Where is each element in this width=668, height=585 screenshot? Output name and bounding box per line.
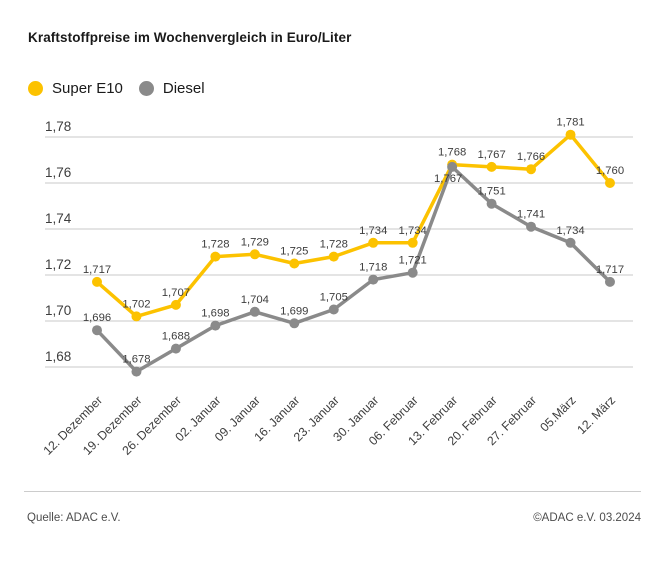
data-point-diesel: [170, 343, 181, 354]
data-label-diesel: 1,705: [320, 292, 348, 304]
data-label-super-e10: 1,766: [517, 151, 545, 163]
data-point-super-e10: [170, 299, 181, 310]
data-label-diesel: 1,717: [596, 264, 624, 276]
data-point-diesel: [526, 221, 537, 232]
data-label-diesel: 1,699: [280, 305, 308, 317]
data-label-super-e10: 1,707: [162, 287, 190, 299]
data-point-diesel: [407, 267, 418, 278]
data-label-diesel: 1,721: [399, 255, 427, 267]
data-label-diesel: 1,688: [162, 331, 190, 343]
data-point-diesel: [249, 306, 260, 317]
legend-entry-super-e10: Super E10: [28, 80, 123, 97]
legend-swatch-super-e10-icon: [28, 81, 43, 96]
footer-divider: [24, 491, 641, 492]
data-point-diesel: [92, 325, 102, 336]
data-label-diesel: 1,718: [359, 262, 387, 274]
series-line-super-e10: [95, 132, 612, 319]
data-label-diesel: 1,767: [434, 173, 462, 185]
data-point-super-e10: [328, 251, 339, 262]
data-point-super-e10: [210, 251, 221, 262]
data-label-diesel: 1,678: [122, 354, 150, 366]
data-point-diesel: [289, 318, 300, 329]
y-tick-label: 1,72: [45, 257, 71, 272]
data-label-super-e10: 1,725: [280, 246, 308, 258]
page-title: Kraftstoffpreise im Wochenvergleich in E…: [28, 30, 352, 45]
data-label-super-e10: 1,767: [477, 149, 505, 161]
data-label-diesel: 1,741: [517, 209, 545, 221]
x-axis-label: 12. März: [574, 393, 618, 437]
data-point-diesel: [604, 276, 615, 287]
footer-source: Quelle: ADAC e.V.: [27, 512, 121, 524]
data-point-super-e10: [486, 161, 497, 172]
x-axis-label: 05.März: [537, 393, 578, 434]
y-tick-label: 1,78: [45, 119, 71, 134]
data-point-super-e10: [368, 237, 379, 248]
legend-swatch-diesel-icon: [138, 81, 154, 96]
data-label-diesel: 1,696: [83, 312, 111, 324]
data-point-super-e10: [131, 311, 142, 322]
data-point-super-e10: [565, 129, 576, 140]
y-tick-label: 1,76: [45, 165, 71, 180]
data-point-super-e10: [526, 164, 537, 175]
data-label-diesel: 1,734: [556, 225, 584, 237]
data-label-diesel: 1,704: [241, 294, 269, 306]
data-label-super-e10: 1,781: [556, 117, 584, 129]
data-label-super-e10: 1,760: [596, 165, 624, 177]
data-point-diesel: [486, 198, 497, 209]
data-label-super-e10: 1,729: [241, 236, 269, 248]
y-tick-label: 1,74: [45, 211, 72, 226]
y-tick-label: 1,68: [45, 349, 71, 364]
data-point-diesel: [328, 304, 339, 315]
data-point-super-e10: [604, 178, 615, 188]
series-line-diesel: [95, 165, 612, 374]
data-label-super-e10: 1,768: [438, 147, 466, 159]
y-tick-label: 1,70: [45, 303, 71, 318]
data-label-super-e10: 1,702: [122, 298, 150, 310]
data-point-super-e10: [249, 249, 260, 260]
data-point-super-e10: [92, 276, 102, 287]
data-label-diesel: 1,751: [477, 186, 505, 198]
data-point-diesel: [565, 237, 576, 248]
legend-label-super-e10: Super E10: [52, 80, 123, 97]
legend-label-diesel: Diesel: [162, 80, 205, 97]
data-label-super-e10: 1,734: [399, 225, 427, 237]
data-point-diesel: [131, 366, 142, 377]
data-point-diesel: [210, 320, 221, 331]
data-point-super-e10: [407, 237, 418, 248]
data-label-super-e10: 1,717: [83, 264, 111, 276]
footer-copyright: ©ADAC e.V. 03.2024: [533, 512, 641, 524]
data-label-super-e10: 1,734: [359, 225, 387, 237]
data-label-super-e10: 1,728: [320, 239, 348, 251]
data-point-super-e10: [289, 258, 300, 269]
chart-legend: Super E10 Diesel: [28, 80, 221, 97]
legend-entry-diesel: Diesel: [138, 80, 205, 97]
data-label-super-e10: 1,728: [201, 239, 229, 251]
data-label-diesel: 1,698: [201, 308, 229, 320]
data-point-diesel: [447, 161, 458, 172]
data-point-diesel: [368, 274, 379, 285]
